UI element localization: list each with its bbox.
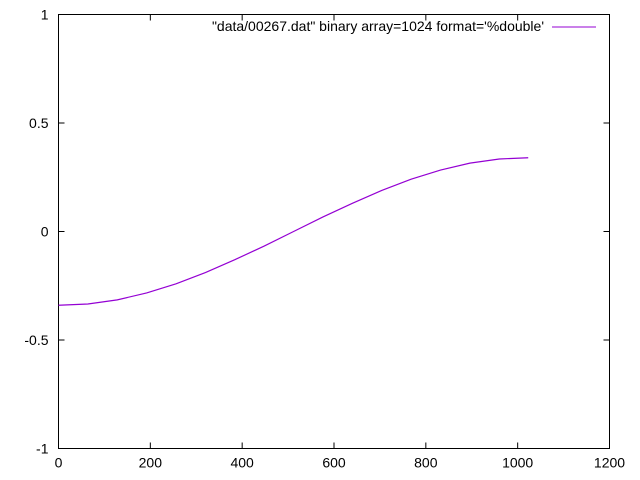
y-tick-label: 0.5 bbox=[29, 115, 49, 131]
series-layer bbox=[58, 157, 529, 306]
legend-label: "data/00267.dat" binary array=1024 forma… bbox=[212, 18, 544, 34]
y-tick-label: -1 bbox=[36, 441, 49, 457]
x-tick-label: 0 bbox=[55, 455, 63, 471]
y-tick-label: 0 bbox=[41, 224, 49, 240]
x-tick-label: 800 bbox=[414, 455, 438, 471]
y-axis: -1 -0.5 0 0.5 1 bbox=[24, 7, 610, 457]
x-axis: 0 200 400 600 800 1000 1200 bbox=[55, 14, 625, 471]
y-tick-label: 1 bbox=[41, 7, 49, 23]
series-line bbox=[58, 157, 529, 306]
x-tick-label: 400 bbox=[230, 455, 254, 471]
legend: "data/00267.dat" binary array=1024 forma… bbox=[212, 18, 596, 34]
y-tick-label: -0.5 bbox=[24, 332, 48, 348]
x-tick-label: 600 bbox=[322, 455, 346, 471]
plot-frame bbox=[58, 14, 610, 449]
x-tick-label: 1000 bbox=[502, 455, 533, 471]
x-tick-label: 1200 bbox=[594, 455, 625, 471]
x-tick-label: 200 bbox=[139, 455, 163, 471]
